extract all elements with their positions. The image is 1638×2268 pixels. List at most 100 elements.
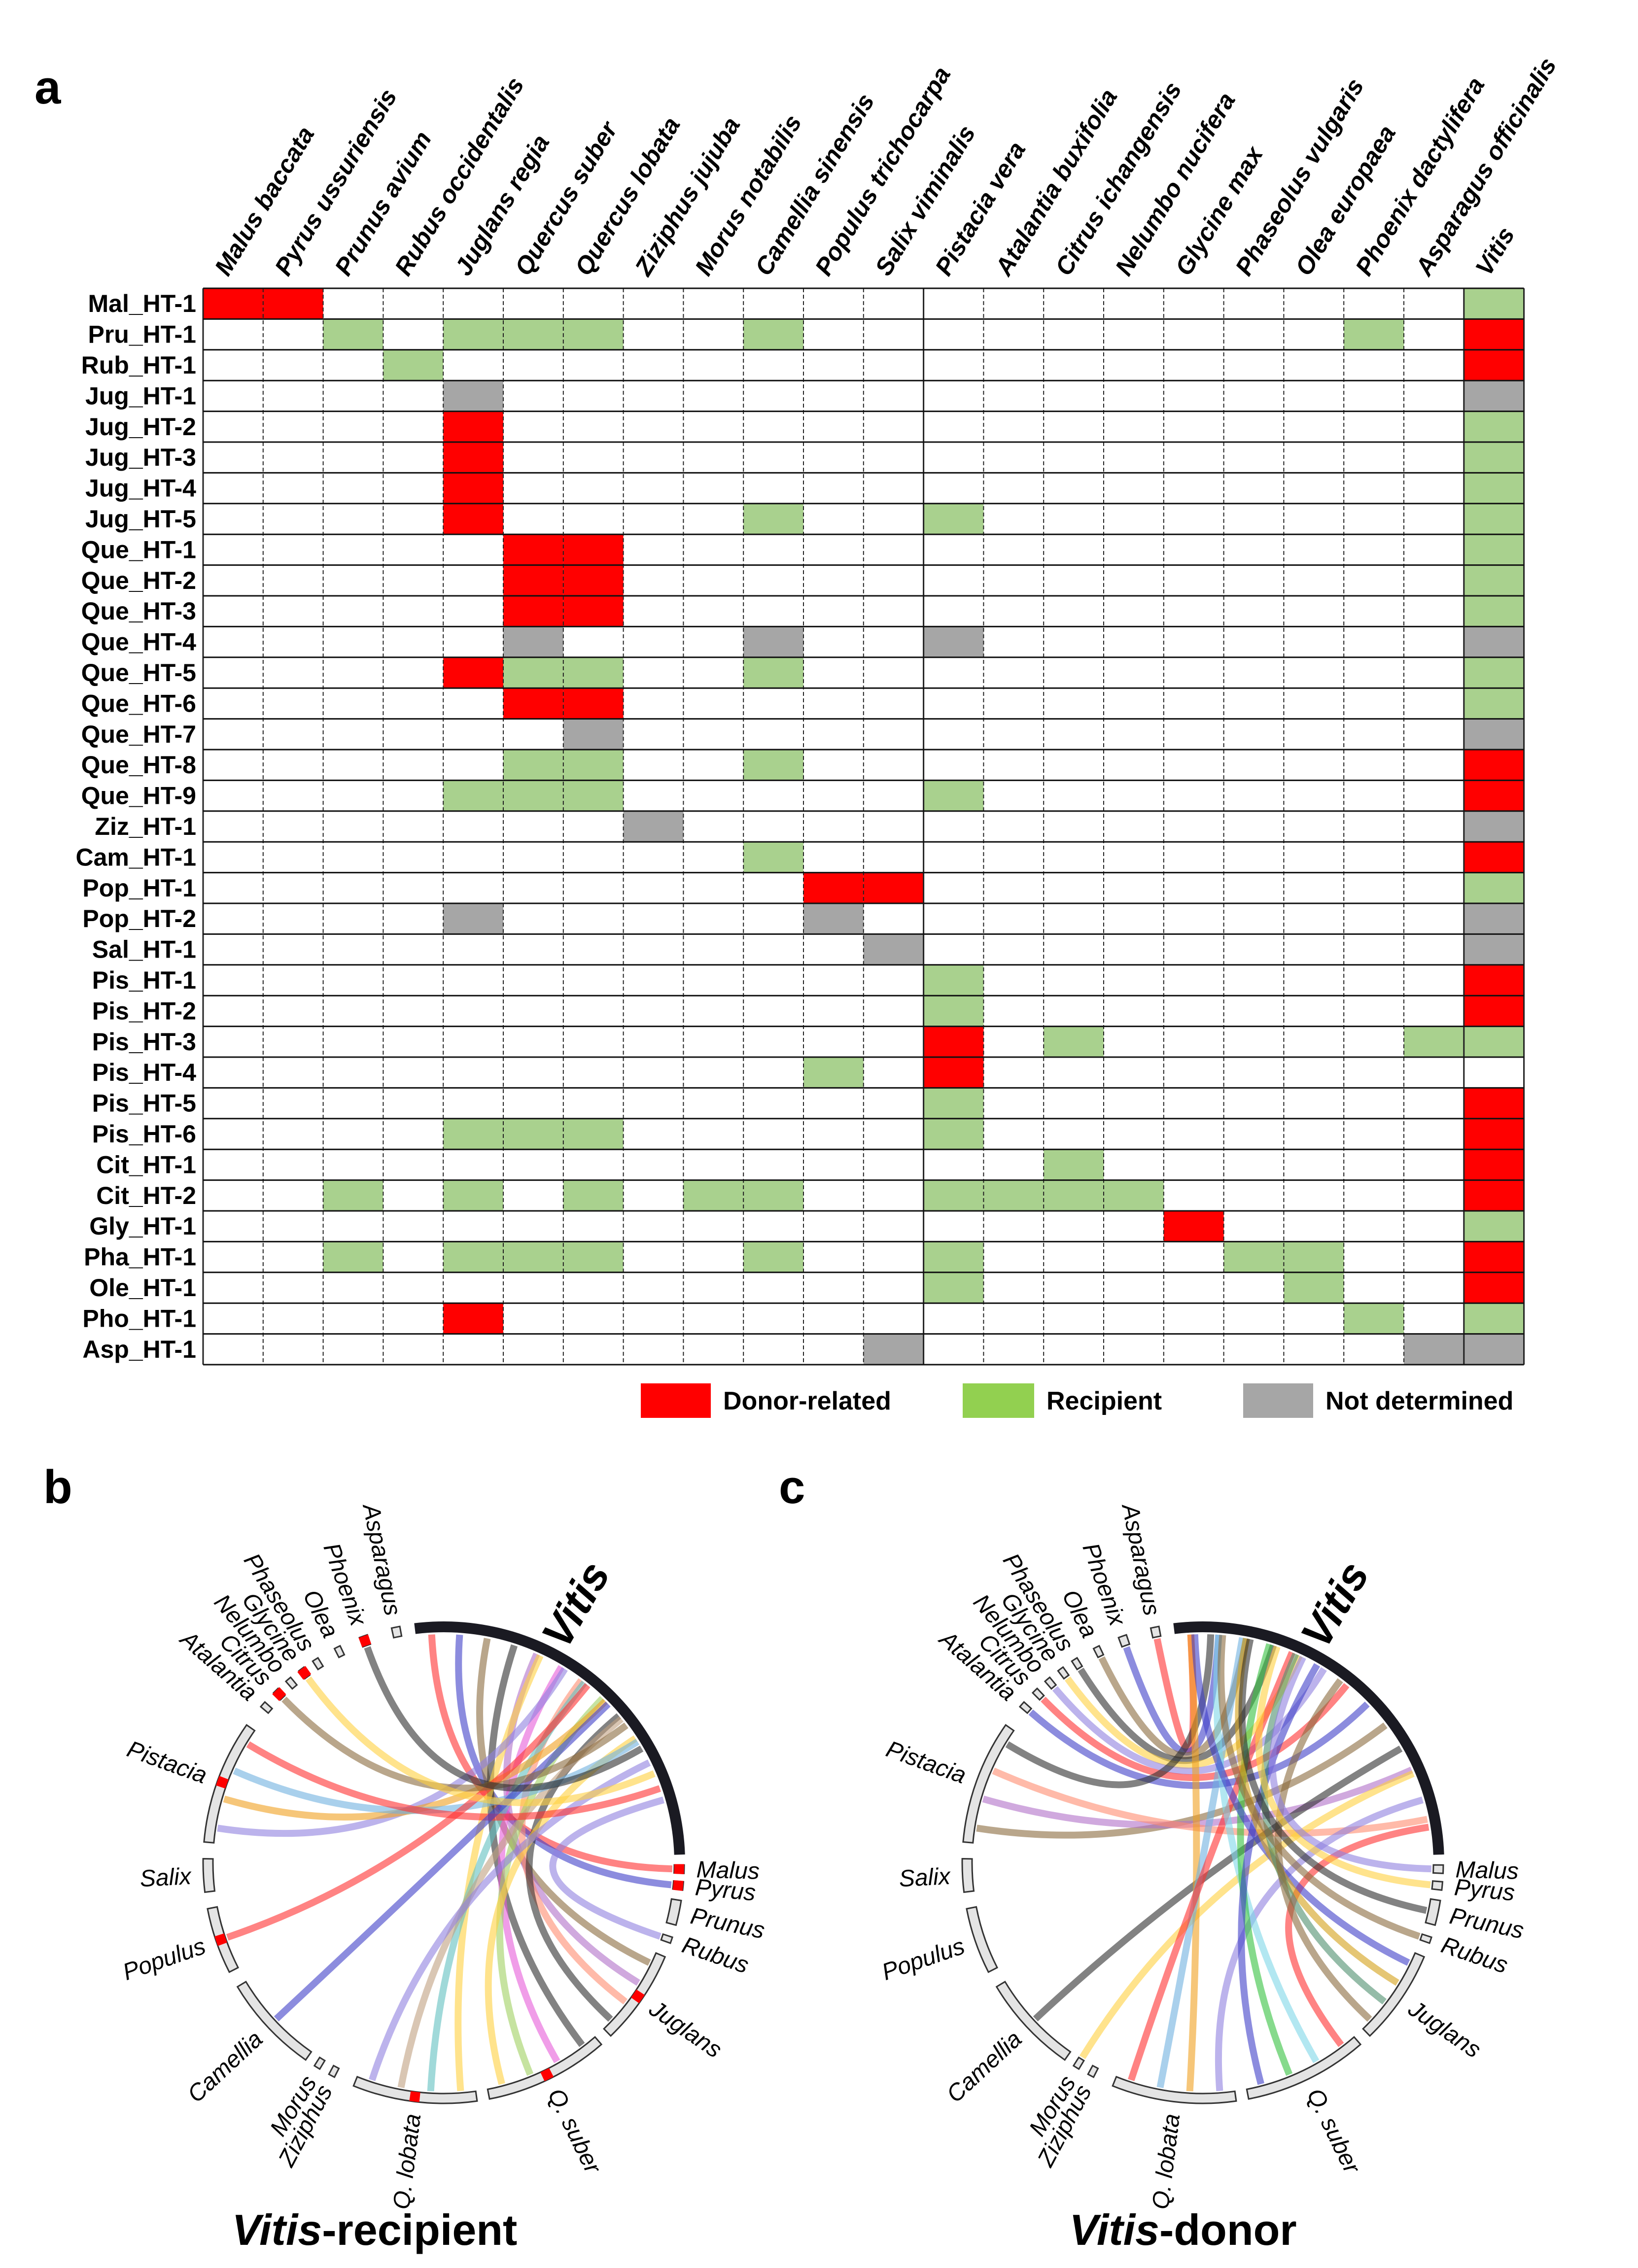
- legend-label-not-determined: Not determined: [1325, 1387, 1513, 1415]
- cell-mal-ht-1-vitis: [1464, 288, 1524, 319]
- cell-que-ht-1-quercus-lobata: [563, 534, 624, 565]
- row-label-que-ht-4: Que_HT-4: [81, 628, 197, 656]
- row-label-pis-ht-5: Pis_HT-5: [92, 1090, 196, 1117]
- chord-c-title-italic: Vitis: [1069, 2205, 1159, 2254]
- legend-swatch-recipient: [963, 1383, 1034, 1418]
- chord-segment-q-lobata: [1112, 2075, 1237, 2104]
- chord-segment-morus: [313, 2056, 326, 2070]
- chord-donor-mark-pistacia: [216, 1776, 229, 1789]
- chord-segment-rubus: [660, 1933, 674, 1944]
- chord-segment-camellia: [995, 1980, 1072, 2061]
- row-label-pha-ht-1: Pha_HT-1: [84, 1243, 196, 1271]
- cell-que-ht-4-camellia-sinensis: [743, 626, 803, 657]
- cell-asp-ht-1-asparagus-officinalis: [1404, 1334, 1464, 1365]
- cell-cit-ht-2-citrus-ichangensis: [1044, 1180, 1104, 1211]
- chord-link-camellia: [1033, 1745, 1403, 2022]
- cell-mal-ht-1-pyrus-ussuriensis: [263, 288, 323, 319]
- cell-pis-ht-6-juglans-regia: [443, 1118, 503, 1150]
- row-label-sal-ht-1: Sal_HT-1: [92, 936, 196, 963]
- cell-ole-ht-1-pistacia-vera: [923, 1272, 984, 1304]
- row-label-jug-ht-1: Jug_HT-1: [85, 382, 196, 410]
- chord-link-phoenix: [364, 1646, 644, 1792]
- chord-link-q-lobata: [1128, 1651, 1295, 2081]
- chord-segment-salix: [202, 1857, 216, 1893]
- chord-segment-populus: [966, 1906, 999, 1973]
- legend-label-recipient: Recipient: [1046, 1387, 1162, 1415]
- cell-pru-ht-1-prunus-avium: [323, 319, 383, 350]
- cell-que-ht-1-vitis: [1464, 534, 1524, 565]
- chord-link-prunus: [1238, 1638, 1428, 1914]
- cell-que-ht-3-vitis: [1464, 596, 1524, 627]
- cell-que-ht-5-juglans-regia: [443, 657, 503, 688]
- cell-jug-ht-5-camellia-sinensis: [743, 503, 803, 535]
- panel-label-a: a: [35, 61, 61, 114]
- cell-que-ht-2-quercus-lobata: [563, 565, 624, 596]
- chord-segment-salix: [961, 1857, 975, 1893]
- chord-donor-mark-q-suber: [540, 2068, 554, 2081]
- row-label-rub-ht-1: Rub_HT-1: [81, 351, 196, 379]
- row-label-que-ht-3: Que_HT-3: [81, 597, 196, 625]
- cell-pha-ht-1-juglans-regia: [443, 1241, 503, 1272]
- chord-label-q-lobata: Q. lobata: [1148, 2112, 1185, 2211]
- chord-segment-nelumbo: [284, 1676, 298, 1690]
- chord-link-morus: [1079, 1770, 1415, 2060]
- chord-link-pistacia: [233, 1739, 640, 1814]
- row-label-cit-ht-2: Cit_HT-2: [96, 1182, 196, 1209]
- row-label-pis-ht-6: Pis_HT-6: [92, 1120, 196, 1148]
- row-label-que-ht-8: Que_HT-8: [81, 751, 196, 779]
- chord-segment-prunus: [1425, 1898, 1441, 1926]
- chord-segment-q-suber: [1246, 2036, 1362, 2100]
- chord-link-pistacia: [246, 1741, 661, 1821]
- cell-que-ht-3-quercus-lobata: [563, 596, 624, 627]
- chord-label-populus: Populus: [878, 1933, 968, 1986]
- chord-donor-mark-populus: [214, 1933, 227, 1946]
- chord-segment-nelumbo: [1044, 1676, 1057, 1690]
- cell-pis-ht-6-quercus-suber: [503, 1118, 563, 1150]
- chord-link-phoenix: [1123, 1634, 1222, 1756]
- cell-rub-ht-1-vitis: [1464, 349, 1524, 381]
- cell-cit-ht-2-nelumbo-nucifera: [1104, 1180, 1164, 1211]
- chord-label-juglans: Juglans: [1403, 1995, 1486, 2063]
- chord-label-malus: Malus: [1455, 1856, 1519, 1884]
- cell-jug-ht-3-vitis: [1464, 442, 1524, 473]
- cell-pha-ht-1-pistacia-vera: [923, 1241, 984, 1272]
- cell-gly-ht-1-vitis: [1464, 1211, 1524, 1242]
- cell-sal-ht-1-vitis: [1464, 934, 1524, 965]
- panel-label-c: c: [779, 1461, 805, 1513]
- cell-pis-ht-1-pistacia-vera: [923, 964, 984, 996]
- chord-segment-ziziphus: [328, 2064, 340, 2078]
- chord-segment-asparagus: [390, 1625, 403, 1639]
- chord-link-glycine: [305, 1676, 656, 1806]
- chord-segment-prunus: [665, 1898, 682, 1926]
- cell-asp-ht-1-salix-viminalis: [863, 1334, 924, 1365]
- cell-que-ht-2-vitis: [1464, 565, 1524, 596]
- cell-pru-ht-1-juglans-regia: [443, 319, 503, 350]
- cell-que-ht-6-quercus-lobata: [563, 688, 624, 719]
- cell-cit-ht-2-prunus-avium: [323, 1180, 383, 1211]
- cell-que-ht-3-quercus-suber: [503, 596, 563, 627]
- chord-link-q-lobata: [1156, 1637, 1246, 2089]
- chord-c-title: Vitis-donor: [1069, 2205, 1296, 2254]
- cell-cam-ht-1-vitis: [1464, 842, 1524, 873]
- chord-segment-rubus: [1419, 1933, 1433, 1944]
- cell-pru-ht-1-camellia-sinensis: [743, 319, 803, 350]
- col-label-morus-notabilis: Morus notabilis: [690, 110, 807, 280]
- cell-pha-ht-1-vitis: [1464, 1241, 1524, 1272]
- chord-donor-mark-citrus: [272, 1687, 286, 1701]
- cell-que-ht-9-quercus-suber: [503, 780, 563, 811]
- cell-jug-ht-5-vitis: [1464, 503, 1524, 535]
- cell-rub-ht-1-rubus-occidentalis: [383, 349, 444, 381]
- row-label-pho-ht-1: Pho_HT-1: [82, 1305, 196, 1332]
- cell-pha-ht-1-phaseolus-vulgaris: [1223, 1241, 1284, 1272]
- cell-pis-ht-6-pistacia-vera: [923, 1118, 984, 1150]
- cell-cit-ht-1-citrus-ichangensis: [1044, 1149, 1104, 1180]
- row-label-que-ht-5: Que_HT-5: [81, 659, 196, 687]
- chord-label-q-lobata: Q. lobata: [388, 2112, 426, 2211]
- cell-jug-ht-4-vitis: [1464, 473, 1524, 504]
- row-label-que-ht-2: Que_HT-2: [81, 567, 196, 594]
- chord-link-q-lobata: [1186, 1634, 1200, 2092]
- chord-label-salix: Salix: [898, 1863, 952, 1892]
- chord-vitis-donor: VitisAsparagusPhoenixOleaPhaseolusGlycin…: [878, 1500, 1526, 2211]
- cell-jug-ht-5-juglans-regia: [443, 503, 503, 535]
